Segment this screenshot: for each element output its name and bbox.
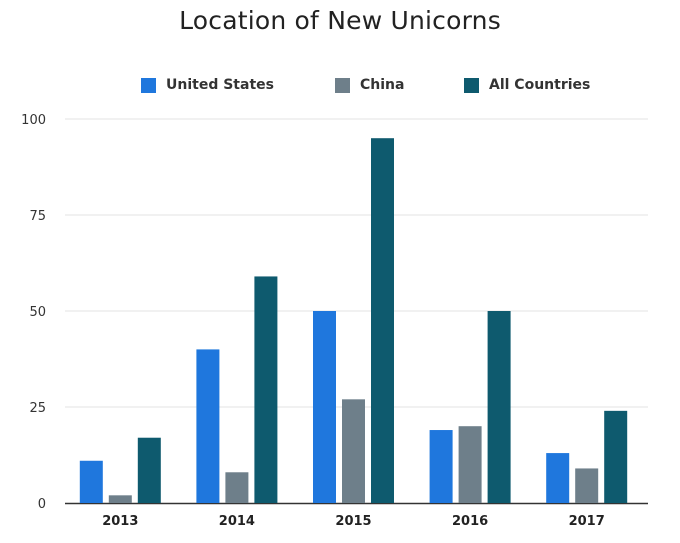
legend-label-united-states: United States	[166, 77, 274, 93]
bar-united-states-2016	[429, 430, 453, 503]
bar-all-countries-2017	[604, 410, 628, 503]
bar-all-countries-2015	[371, 138, 394, 503]
bar-all-countries-2016	[487, 311, 511, 503]
x-tick-label-2013: 2013	[102, 514, 138, 529]
y-tick-label-75: 75	[29, 209, 46, 224]
bar-china-2014	[225, 472, 249, 503]
bar-united-states-2017	[546, 453, 570, 503]
legend-item-united-states: United States	[141, 74, 274, 96]
legend-swatch-united-states	[141, 77, 156, 93]
bar-united-states-2014	[196, 349, 220, 503]
y-tick-label-0: 0	[38, 497, 46, 512]
bar-china-2017	[575, 468, 599, 503]
legend-label-all-countries: All Countries	[489, 77, 591, 93]
legend-item-all-countries: All Countries	[464, 74, 590, 96]
x-tick-label-2015: 2015	[335, 514, 371, 529]
bar-united-states-2013	[79, 460, 103, 503]
legend-swatch-all-countries	[464, 77, 479, 93]
legend-item-china: China	[335, 74, 404, 96]
bar-china-2015	[342, 399, 365, 503]
chart-title: Location of New Unicorns	[179, 6, 501, 35]
bar-united-states-2015	[313, 311, 336, 503]
x-tick-label-2014: 2014	[219, 514, 255, 529]
y-tick-label-100: 100	[21, 113, 46, 128]
legend: United States China All Countries	[0, 74, 680, 96]
y-tick-label-50: 50	[29, 305, 46, 320]
bar-all-countries-2014	[254, 276, 278, 503]
y-tick-label-25: 25	[29, 401, 46, 416]
legend-label-china: China	[360, 77, 405, 93]
x-tick-label-2017: 2017	[569, 514, 605, 529]
legend-swatch-china	[335, 77, 350, 93]
bar-china-2016	[458, 426, 482, 503]
bar-all-countries-2013	[137, 437, 161, 503]
x-tick-label-2016: 2016	[452, 514, 488, 529]
bar-china-2013	[108, 495, 132, 503]
